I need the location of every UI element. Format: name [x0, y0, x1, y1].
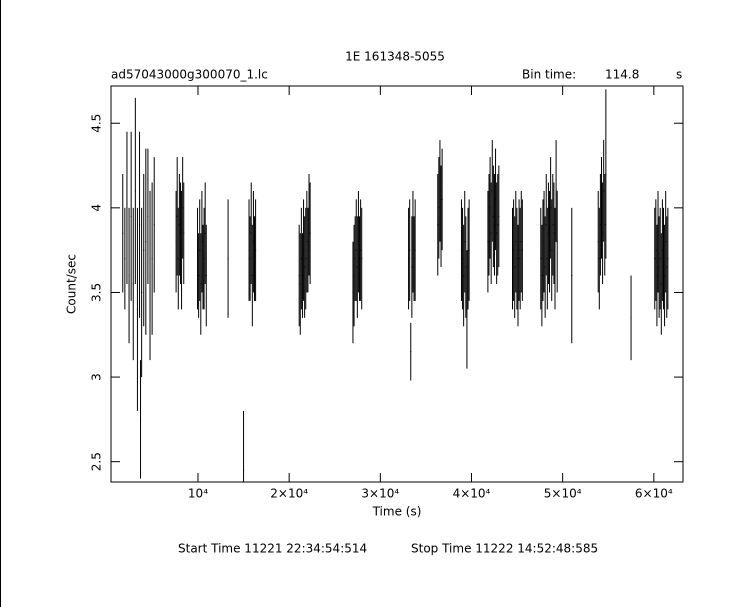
start-time: Start Time 11221 22:34:54:514	[178, 542, 367, 556]
x-tick-label: 2×10⁴	[270, 487, 308, 501]
x-tick-label: 3×10⁴	[361, 487, 399, 501]
x-tick-label: 10⁴	[188, 487, 208, 501]
y-tick-label: 3	[90, 373, 104, 381]
y-tick-label: 4	[90, 204, 104, 212]
x-tick-label: 5×10⁴	[544, 487, 582, 501]
y-tick-label: 4.5	[90, 114, 104, 133]
x-tick-label: 4×10⁴	[453, 487, 491, 501]
bin-time: 114.8	[605, 68, 639, 82]
bin-time-label: Bin time:	[522, 68, 576, 82]
stop-time: Stop Time 11222 14:52:48:585	[411, 542, 598, 556]
y-tick-label: 2.5	[90, 452, 104, 471]
chart-title: 1E 161348-5055	[345, 50, 445, 64]
plot-area	[122, 89, 669, 482]
y-axis-label: Count/sec	[65, 254, 79, 314]
x-axis-label: Time (s)	[372, 505, 422, 519]
bin-time-unit: s	[676, 68, 682, 82]
x-tick-label: 6×10⁴	[635, 487, 673, 501]
file-name: ad57043000g300070_1.lc	[111, 68, 268, 82]
plot-frame	[110, 85, 684, 483]
y-tick-label: 3.5	[90, 283, 104, 302]
